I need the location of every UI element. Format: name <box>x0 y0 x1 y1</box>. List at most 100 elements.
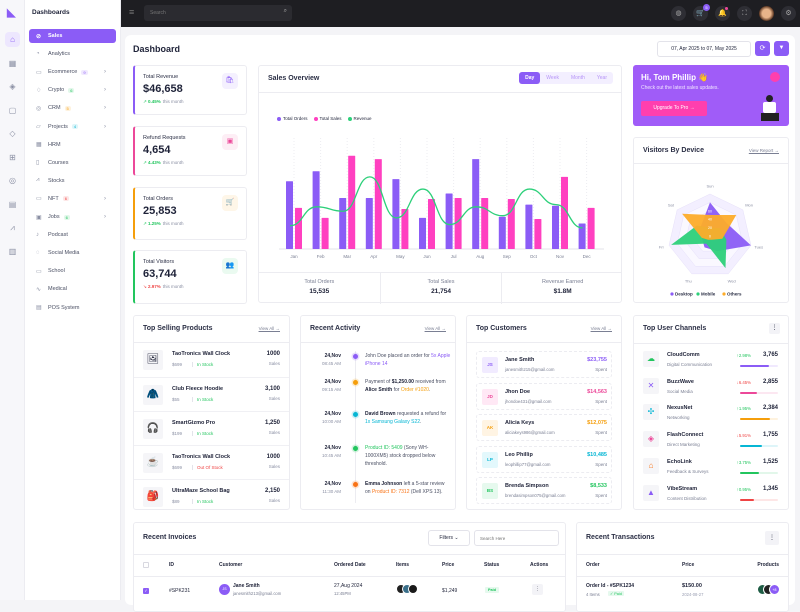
sidebar-badge: 6 <box>64 215 70 220</box>
filters-button[interactable]: Filters ⌄ <box>428 530 470 546</box>
sidebar-item-label: Crypto <box>48 87 64 93</box>
bar-total-orders-jul <box>446 194 453 250</box>
order-id[interactable]: Order Id - #SPK1234 <box>586 583 634 589</box>
compass-icon[interactable]: ◎ <box>5 173 20 188</box>
product-name: TaoTronics Wall Clock <box>172 454 230 460</box>
avatar[interactable] <box>759 6 774 21</box>
transaction-price: $150.00 <box>682 583 702 589</box>
home-icon[interactable]: ⌂ <box>5 32 20 47</box>
sidebar-item-courses[interactable]: ▯Courses <box>29 156 116 170</box>
layers-icon[interactable]: ◈ <box>5 79 20 94</box>
row-checkbox[interactable]: ✓ <box>143 588 149 594</box>
x-tick-label: Apr <box>370 254 378 259</box>
product-sales-label: Sales <box>269 396 280 401</box>
invoice-search-input[interactable] <box>474 530 559 546</box>
search-input[interactable] <box>144 5 274 21</box>
sidebar-item-pos-system[interactable]: ▤POS System <box>29 301 116 315</box>
activity-view-all[interactable]: View All → <box>425 326 446 331</box>
sidebar-item-sales[interactable]: ⊘Sales <box>29 29 116 43</box>
view-report-link[interactable]: View Report → <box>749 148 779 153</box>
menu-toggle-icon[interactable]: ≡ <box>129 7 134 17</box>
filter-button[interactable]: ▼ <box>774 41 789 56</box>
product-sales-label: Sales <box>269 498 280 503</box>
sidebar-item-medical[interactable]: ∿Medical <box>29 282 116 296</box>
sidebar-item-label: Sales <box>48 33 62 39</box>
date-range-picker[interactable]: 07, Apr 2025 to 07, May 2025 <box>657 41 751 57</box>
grid-icon[interactable]: ▦ <box>5 56 20 71</box>
select-all-checkbox[interactable] <box>143 562 149 568</box>
store-icon[interactable]: ▤ <box>5 197 20 212</box>
refresh-button[interactable]: ⟳ <box>755 41 770 56</box>
tab-month[interactable]: Month <box>565 72 591 84</box>
product-sales: 1000 <box>267 351 280 357</box>
sidebar-badge: 9 <box>81 70 87 75</box>
tab-day[interactable]: Day <box>519 72 540 84</box>
customers-view-all[interactable]: View All → <box>591 326 612 331</box>
stock-status: In Stock <box>192 499 213 504</box>
timeline-dot <box>353 446 358 451</box>
stock-status: In Stock <box>192 397 213 402</box>
diamond-icon[interactable]: ◇ <box>5 126 20 141</box>
search-box[interactable]: ⌕ <box>144 5 292 21</box>
cart-icon[interactable]: 🛒5 <box>693 6 708 21</box>
file-icon[interactable]: ▢ <box>5 103 20 118</box>
gift-icon[interactable]: ⊞ <box>5 150 20 165</box>
chart-icon[interactable]: ⩘ <box>5 220 20 235</box>
activity-text-part: . <box>420 419 421 425</box>
brand-logo[interactable]: ◣ <box>7 6 15 19</box>
upgrade-button[interactable]: Upgrade To Pro → <box>641 101 707 116</box>
search-icon[interactable]: ⌕ <box>284 8 287 15</box>
channel-category: Content Distribution <box>667 496 707 501</box>
more-options-icon[interactable]: ⋮ <box>769 323 780 334</box>
sidebar-item-school[interactable]: ▭School <box>29 264 116 278</box>
product-name: UltraMaze School Bag <box>172 488 230 494</box>
table-icon[interactable]: ▥ <box>5 244 20 259</box>
legend-dot <box>722 292 725 295</box>
fullscreen-icon[interactable]: ⛶ <box>737 6 752 21</box>
sidebar-item-icon: ◎ <box>36 105 44 112</box>
tab-year[interactable]: Year <box>591 72 613 84</box>
channel-category: Direct Marketing <box>667 442 700 447</box>
bell-icon[interactable]: 🔔 <box>715 6 730 21</box>
customer-spent-label: Spent <box>595 367 607 372</box>
sidebar-item-social-media[interactable]: ◌Social Media <box>29 246 116 260</box>
globe-icon[interactable]: ◍ <box>671 6 686 21</box>
sidebar-item-analytics[interactable]: ◔Analytics <box>29 47 116 61</box>
channel-progress-bar <box>740 472 778 474</box>
sidebar-item-podcast[interactable]: ♪Podcast <box>29 228 116 242</box>
recent-invoices-card: Recent Invoices Filters ⌄ IDCustomerOrde… <box>133 522 566 612</box>
chevron-right-icon: › <box>104 105 106 111</box>
gear-icon[interactable]: ⚙ <box>781 6 796 21</box>
more-options-icon[interactable]: ⋮ <box>765 531 779 545</box>
row-actions-button[interactable]: ⋮ <box>532 584 543 595</box>
channel-value: 2,855 <box>763 379 778 385</box>
tab-week[interactable]: Week <box>540 72 565 84</box>
sidebar-item-hrm[interactable]: ▦HRM <box>29 138 116 152</box>
products-view-all[interactable]: View All → <box>259 326 280 331</box>
sidebar-item-stocks[interactable]: ⩘Stocks <box>29 174 116 188</box>
